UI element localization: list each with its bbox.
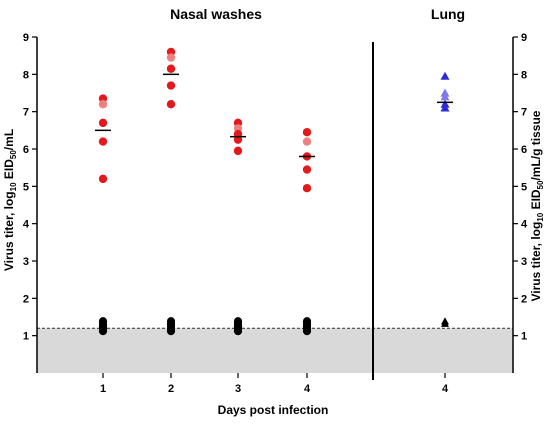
- x-axis-label: Days post infection: [218, 403, 329, 417]
- right-y-tick-label: 3: [521, 256, 527, 268]
- nasal-positive-point: [98, 100, 108, 109]
- x-tick-label: 3: [235, 383, 241, 395]
- below-limit-shade: [37, 328, 513, 373]
- right-y-tick-label: 2: [521, 293, 527, 305]
- right-y-tick-label: 4: [521, 219, 528, 231]
- left-y-tick-label: 4: [23, 219, 30, 231]
- nasal-positive-point: [166, 100, 176, 109]
- lung-positive-point: [440, 71, 450, 80]
- x-tick-label: 4: [442, 383, 449, 395]
- left-y-tick-label: 2: [23, 293, 29, 305]
- lung-positive-point: [440, 92, 450, 101]
- left-y-tick-label: 8: [23, 69, 29, 81]
- lung-positive-point: [440, 103, 450, 112]
- right-y-tick-label: 6: [521, 144, 527, 156]
- left-y-tick-label: 7: [23, 107, 29, 119]
- negative-point: [441, 319, 449, 327]
- right-y-tick-label: 5: [521, 181, 527, 193]
- negative-point: [166, 327, 176, 336]
- left-y-tick-label: 1: [23, 331, 29, 343]
- right-y-tick-label: 7: [521, 107, 527, 119]
- left-y-axis-label: Virus titer, log10 EID50/mL: [2, 129, 18, 271]
- nasal-positive-point: [98, 174, 108, 184]
- right-y-tick-label: 9: [521, 32, 527, 44]
- nasal-positive-point: [166, 64, 176, 73]
- nasal-positive-point: [98, 137, 108, 146]
- left-y-tick-label: 5: [23, 181, 29, 193]
- negative-point: [233, 327, 243, 336]
- left-y-tick-label: 9: [23, 32, 29, 44]
- axis-ticks: 1 1 2 2 3 3 4 4 5 5 6 6 7 7 8 8 9 9 1 2 3 4 4: [23, 32, 528, 395]
- nasal-positive-point: [302, 137, 312, 146]
- negative-point: [302, 327, 312, 336]
- right-y-axis-label: Virus titer, log10 EID50/mL/g tissue: [529, 110, 545, 301]
- lung-panel-title: Lung: [431, 6, 465, 22]
- nasal-positive-point: [302, 128, 312, 137]
- left-y-tick-label: 3: [23, 256, 29, 268]
- nasal-positive-point: [302, 184, 312, 193]
- nasal-positive-point: [98, 118, 108, 128]
- right-y-tick-label: 1: [521, 331, 527, 343]
- x-tick-label: 2: [168, 383, 174, 395]
- nasal-positive-point: [233, 146, 243, 156]
- nasal-positive-point: [302, 165, 312, 174]
- left-y-tick-label: 6: [23, 144, 29, 156]
- nasal-positive-point: [166, 53, 176, 62]
- nasal-positive-point: [233, 135, 243, 144]
- negative-point: [98, 327, 108, 336]
- right-y-tick-label: 8: [521, 69, 527, 81]
- nasal-positive-point: [166, 81, 176, 90]
- x-tick-label: 1: [100, 383, 106, 395]
- x-tick-label: 4: [304, 383, 311, 395]
- data-marks: [95, 47, 453, 336]
- nasal-panel-title: Nasal washes: [170, 6, 262, 22]
